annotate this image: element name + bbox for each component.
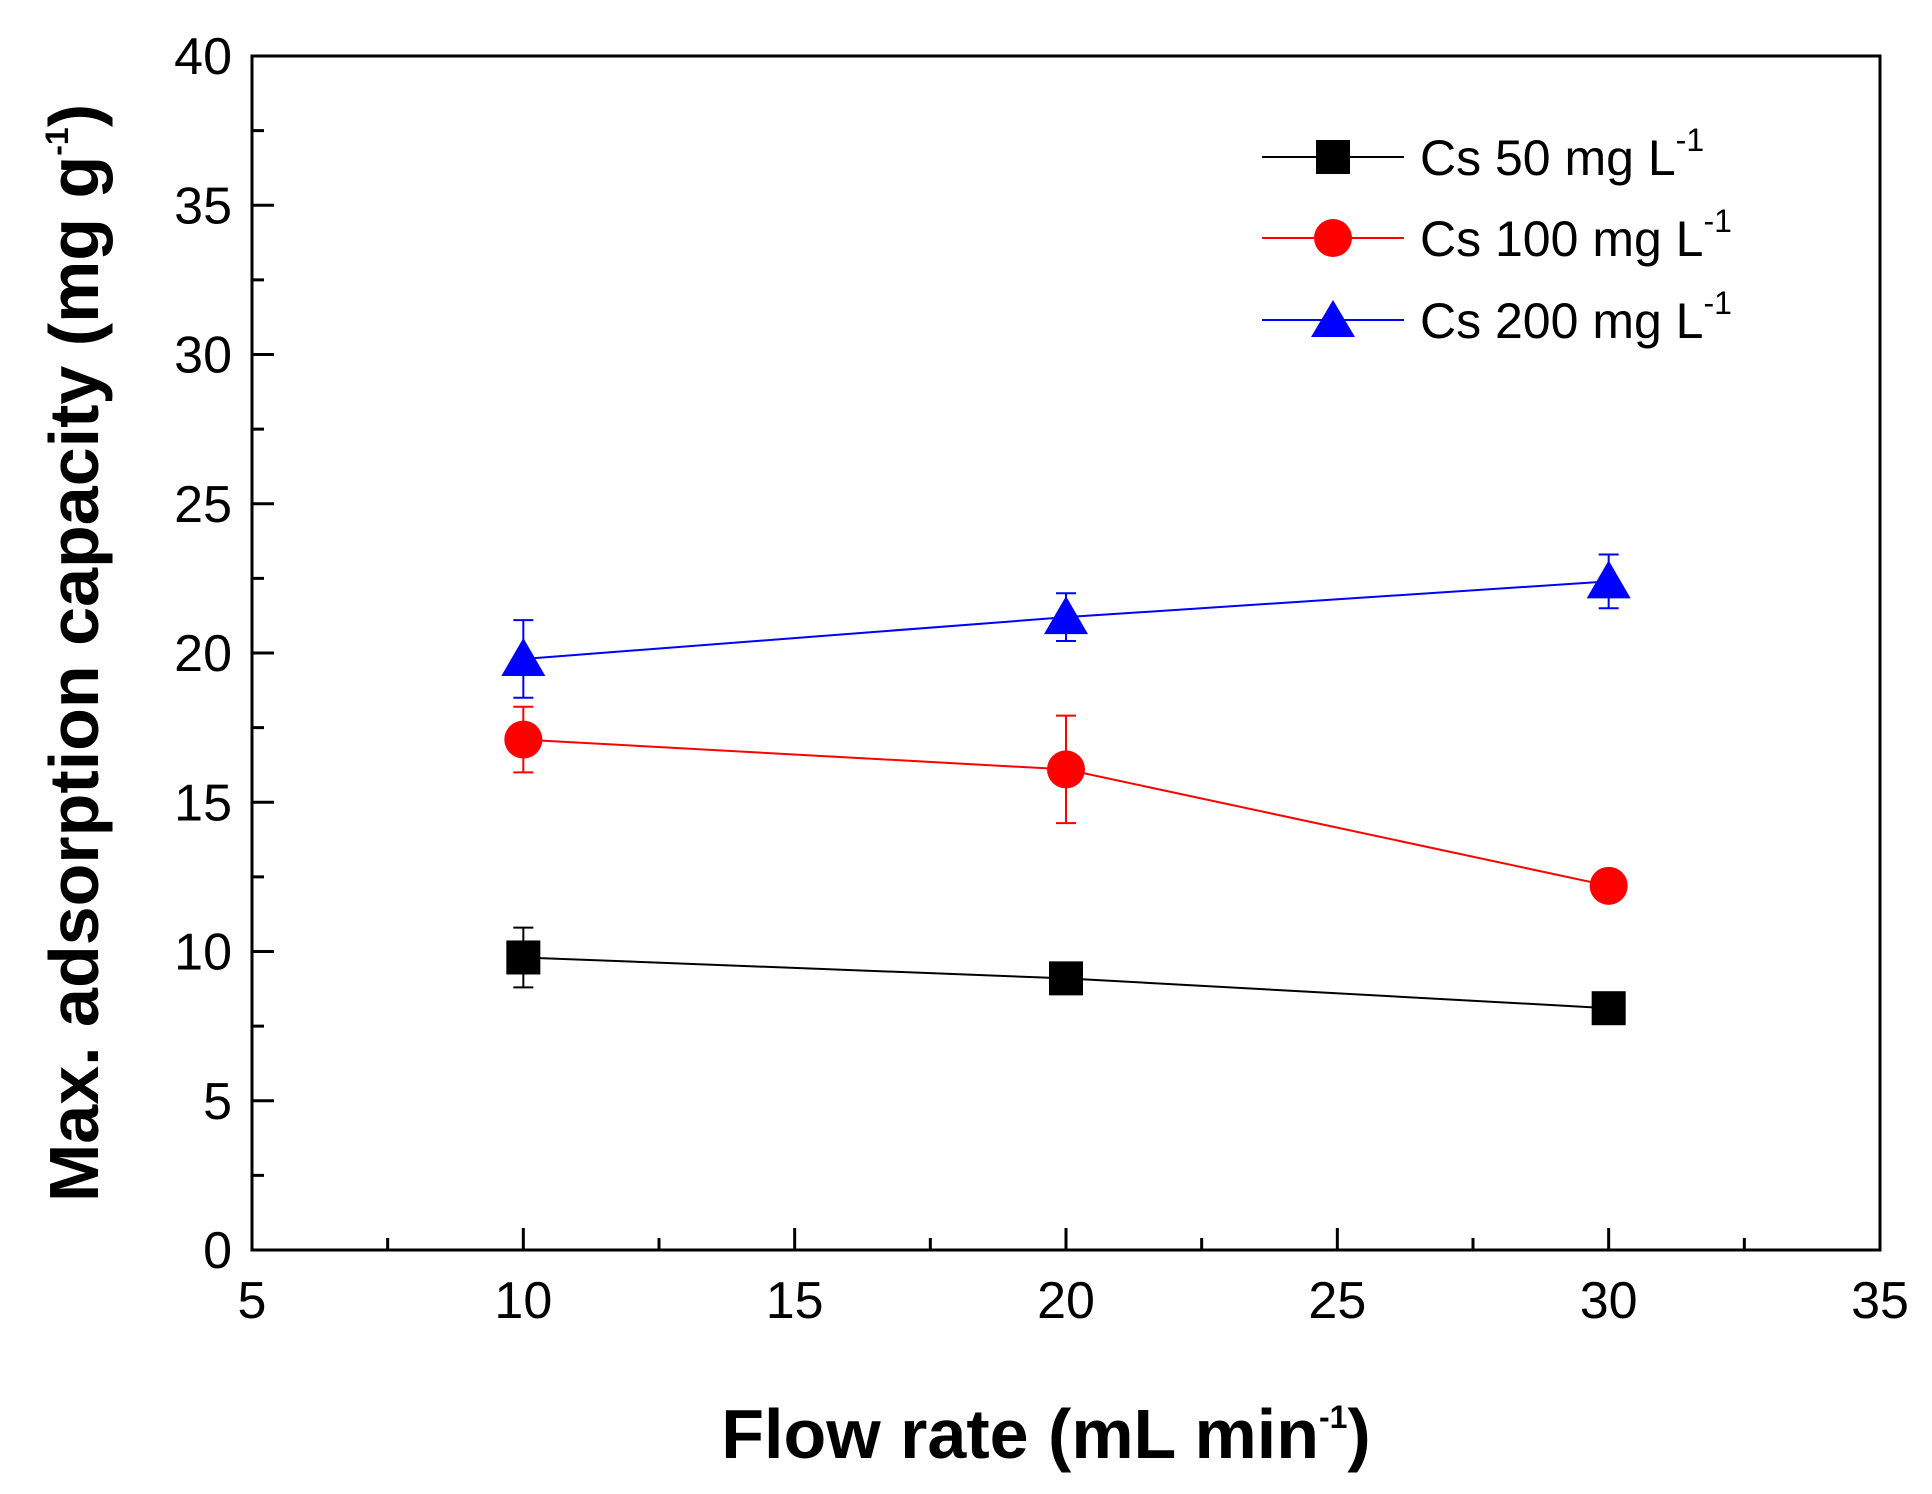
- series-3: [501, 553, 1631, 699]
- y-tick-label: 25: [174, 476, 232, 534]
- x-axis-title-main: Flow rate (mL min: [721, 1395, 1319, 1473]
- y-axis-title: Max. adsorption capacity (mg g-1): [35, 104, 113, 1202]
- x-tick-label: 35: [1851, 1272, 1909, 1330]
- x-tick-label: 5: [238, 1272, 267, 1330]
- legend-label-cs-100: Cs 100 mg L-1: [1420, 203, 1732, 267]
- y-tick-label: 10: [174, 924, 232, 982]
- x-tick-label: 25: [1308, 1272, 1366, 1330]
- x-axis-title: Flow rate (mL min-1): [721, 1395, 1370, 1473]
- x-axis: 5 10 15 20 25 30 35: [238, 1228, 1909, 1330]
- data-point-square: [1591, 991, 1626, 1026]
- legend-label-cs-100-sup: -1: [1703, 203, 1731, 239]
- x-axis-title-close: ): [1347, 1395, 1370, 1473]
- x-tick-label: 15: [766, 1272, 824, 1330]
- data-point-square: [506, 940, 541, 975]
- y-tick-label: 5: [203, 1073, 232, 1131]
- y-tick-label: 20: [174, 625, 232, 683]
- x-axis-title-sup: -1: [1319, 1399, 1347, 1435]
- y-axis-title-main: Max. adsorption capacity (mg g: [35, 156, 113, 1202]
- legend-label-cs-200-main: Cs 200 mg L: [1420, 293, 1703, 349]
- legend-item-cs-100: Cs 100 mg L-1: [1262, 203, 1732, 267]
- data-point-triangle: [1586, 560, 1631, 599]
- y-tick-label: 15: [174, 774, 232, 832]
- legend-label-cs-200: Cs 200 mg L-1: [1420, 285, 1732, 349]
- y-tick-label: 0: [203, 1222, 232, 1280]
- legend-label-cs-50-main: Cs 50 mg L: [1420, 130, 1676, 186]
- x-tick-label: 20: [1037, 1272, 1095, 1330]
- series-layer: [501, 553, 1631, 1026]
- legend-label-cs-200-sup: -1: [1703, 285, 1731, 321]
- x-tick-label: 30: [1580, 1272, 1638, 1330]
- data-point-circle: [504, 720, 543, 759]
- y-tick-label: 35: [174, 177, 232, 235]
- series-1: [506, 926, 1626, 1026]
- data-point-triangle: [501, 637, 546, 676]
- series-2: [504, 705, 1628, 905]
- legend-label-cs-50: Cs 50 mg L-1: [1420, 122, 1704, 186]
- data-point-square: [1049, 961, 1083, 996]
- x-tick-label: 10: [494, 1272, 552, 1330]
- legend-item-cs-200: Cs 200 mg L-1: [1262, 285, 1732, 349]
- legend-label-cs-100-main: Cs 100 mg L: [1420, 211, 1703, 267]
- legend-label-cs-50-sup: -1: [1676, 122, 1704, 158]
- data-point-circle: [1047, 750, 1085, 789]
- legend-marker-triangle: [1311, 300, 1355, 337]
- y-tick-label: 30: [174, 327, 232, 385]
- data-point-circle: [1589, 866, 1628, 905]
- y-axis-title-close: ): [35, 104, 113, 127]
- legend-marker-circle: [1314, 219, 1352, 257]
- legend-marker-square: [1316, 140, 1350, 174]
- legend-item-cs-50: Cs 50 mg L-1: [1262, 122, 1704, 186]
- y-axis: 0 5 10 15 20 25 30 35 40: [174, 28, 274, 1280]
- legend: Cs 50 mg L-1 Cs 100 mg L-1 Cs 200 mg L-1: [1262, 122, 1732, 349]
- y-tick-label: 40: [174, 28, 232, 86]
- data-point-triangle: [1044, 596, 1088, 635]
- y-axis-title-sup: -1: [39, 127, 75, 155]
